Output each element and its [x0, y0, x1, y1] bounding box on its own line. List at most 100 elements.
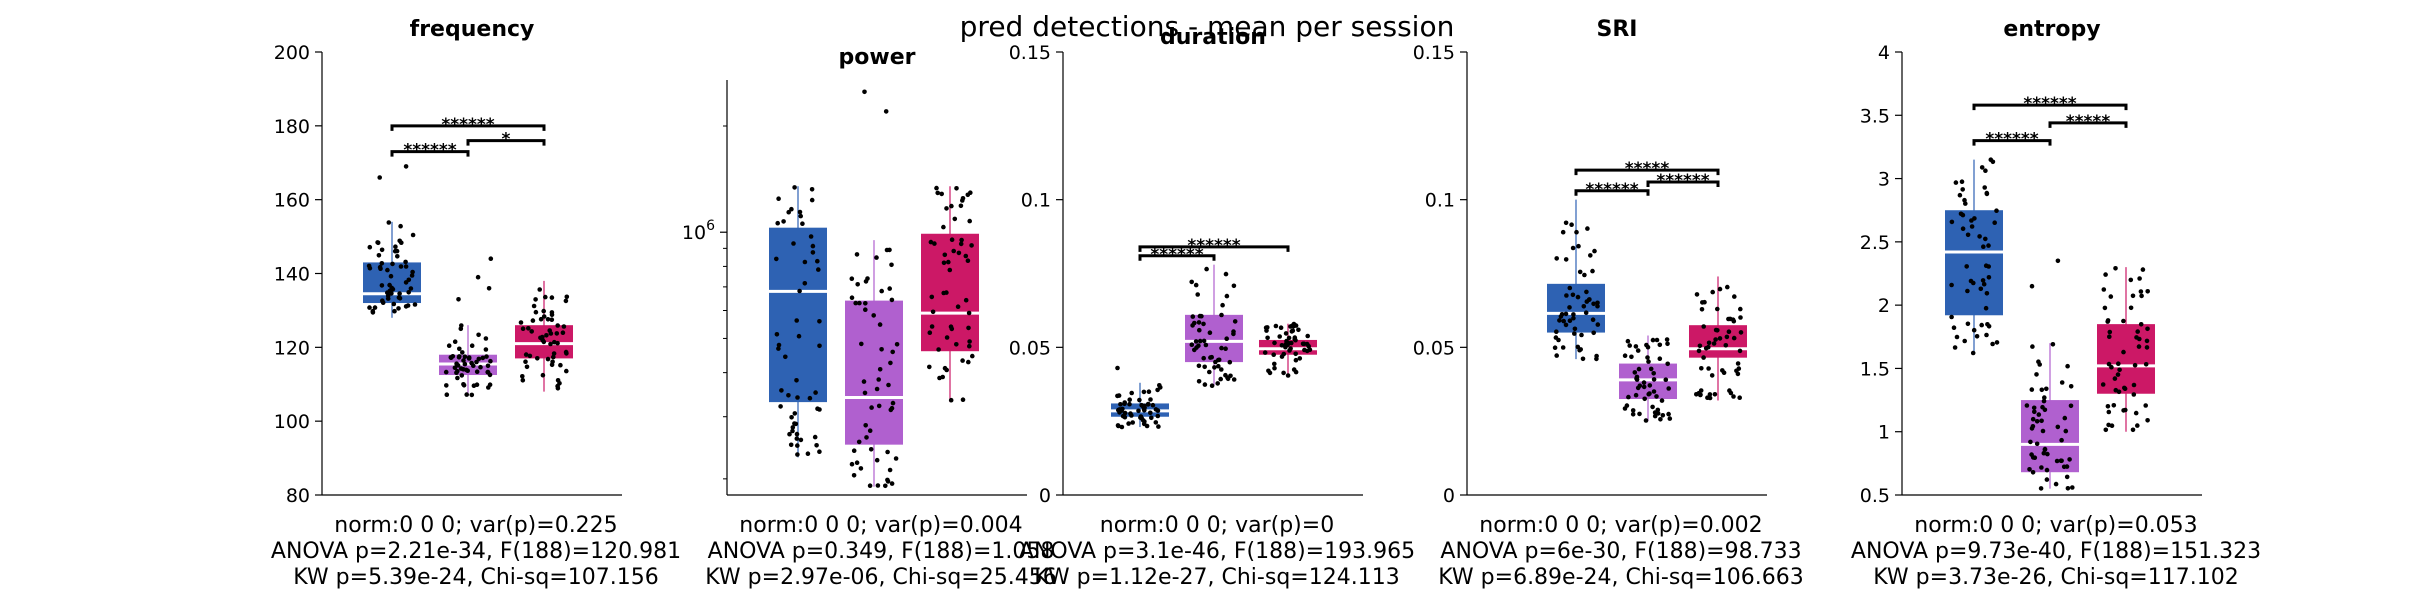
panel-entropy: entropy0.511.522.533.54*****************… — [1851, 17, 2261, 590]
data-point — [533, 309, 539, 315]
data-point — [789, 415, 794, 420]
data-point — [1735, 361, 1741, 366]
data-point — [2064, 474, 2070, 480]
data-point — [564, 294, 570, 300]
data-point — [530, 318, 536, 323]
data-point — [457, 346, 462, 352]
box-group-1 — [769, 227, 827, 403]
significance-bracket — [1574, 189, 1650, 196]
data-point — [1116, 407, 1121, 413]
data-point — [461, 383, 467, 388]
data-point — [1225, 376, 1231, 382]
stats-line: norm:0 0 0; var(p)=0.053 — [1914, 513, 2197, 538]
data-point — [1697, 343, 1703, 349]
data-point — [444, 383, 449, 388]
significance-label: ****** — [2023, 94, 2076, 114]
data-point — [1590, 317, 1596, 323]
data-point — [1710, 289, 1715, 295]
data-point — [1980, 278, 1986, 283]
data-point — [1953, 180, 1959, 185]
data-point — [1305, 333, 1310, 339]
data-point — [795, 395, 800, 400]
data-point — [485, 369, 491, 375]
stats-line: norm:0 0 0; var(p)=0.002 — [1479, 513, 1762, 538]
data-point — [1155, 387, 1160, 393]
significance-label: ****** — [403, 141, 456, 161]
data-point — [2038, 486, 2044, 491]
data-point — [2041, 450, 2047, 456]
data-point — [1595, 303, 1600, 309]
data-point — [2030, 470, 2036, 475]
data-point — [1201, 338, 1207, 344]
data-point — [1655, 407, 1661, 413]
data-point — [1700, 300, 1705, 305]
stats-line: ANOVA p=2.21e-34, F(188)=120.981 — [271, 539, 681, 564]
data-point — [456, 355, 462, 360]
data-point — [939, 191, 944, 197]
data-point — [775, 220, 780, 226]
data-point — [1650, 337, 1656, 343]
data-point — [816, 267, 821, 272]
data-point — [531, 303, 537, 309]
data-point — [1575, 294, 1581, 300]
stats-line: ANOVA p=0.349, F(188)=1.058 — [708, 539, 1055, 564]
data-point — [1646, 359, 1651, 364]
data-point — [520, 374, 525, 379]
data-point — [886, 382, 891, 388]
data-point — [893, 456, 899, 461]
data-point — [526, 326, 531, 331]
data-point — [1968, 278, 1974, 284]
data-point — [1219, 345, 1224, 351]
data-point — [1994, 208, 1999, 213]
data-point — [2067, 457, 2072, 462]
data-point — [372, 305, 378, 310]
data-point — [410, 269, 415, 275]
data-point — [1219, 312, 1224, 318]
data-point — [549, 317, 555, 323]
data-point — [1736, 366, 1742, 371]
data-point — [1727, 388, 1732, 393]
data-point — [387, 288, 393, 294]
data-point — [563, 298, 569, 304]
data-point — [1140, 418, 1146, 423]
data-point — [2042, 447, 2048, 453]
data-point — [377, 264, 383, 270]
data-point — [1707, 395, 1713, 401]
data-point — [941, 224, 946, 230]
data-point — [1157, 383, 1162, 388]
data-point — [1576, 243, 1581, 249]
data-point — [863, 307, 868, 313]
data-point — [541, 314, 547, 319]
significance-label: * — [502, 130, 511, 150]
data-point — [1189, 342, 1195, 348]
data-point — [2130, 427, 2136, 433]
data-point — [2045, 451, 2050, 457]
data-point — [1646, 391, 1651, 397]
data-point — [1641, 384, 1647, 390]
data-point — [1650, 404, 1655, 410]
data-point — [1115, 365, 1120, 371]
data-point — [466, 355, 472, 360]
data-point — [965, 258, 971, 264]
data-point — [941, 260, 947, 266]
data-point — [1127, 397, 1132, 403]
data-point — [523, 359, 528, 365]
data-point — [2059, 458, 2064, 464]
data-point — [813, 390, 818, 395]
data-point — [1560, 229, 1566, 235]
data-point — [2040, 428, 2046, 434]
data-point — [889, 481, 895, 486]
data-point — [455, 363, 461, 368]
data-point — [1984, 291, 1990, 296]
y-tick-label: 0 — [1443, 485, 1455, 507]
data-point — [1265, 335, 1270, 341]
y-tick-label: 0.5 — [1860, 485, 1890, 507]
data-point — [929, 324, 935, 329]
data-point — [1279, 343, 1285, 348]
panel-title: power — [839, 45, 916, 70]
data-point — [1559, 312, 1565, 317]
data-point — [555, 383, 560, 389]
data-point — [1625, 338, 1631, 344]
data-point — [1581, 304, 1587, 309]
